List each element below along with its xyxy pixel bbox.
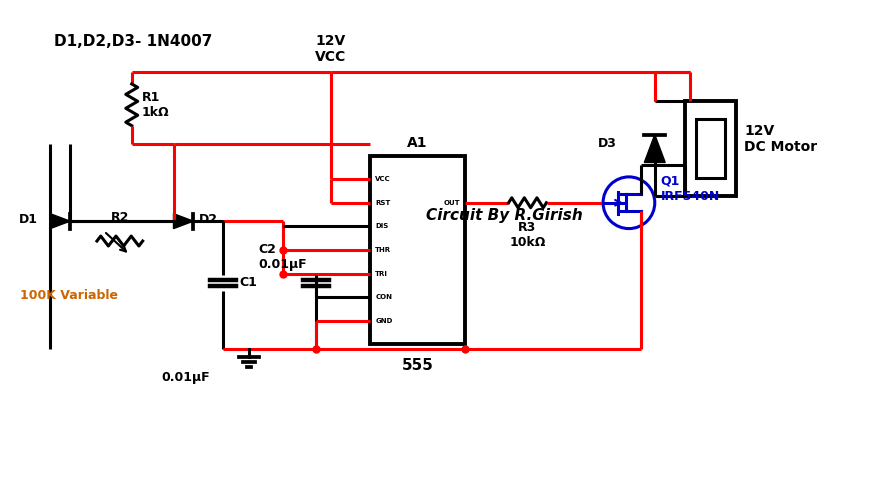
Text: 12V
DC Motor: 12V DC Motor — [745, 124, 817, 154]
Polygon shape — [645, 135, 666, 163]
Text: TRI: TRI — [375, 271, 389, 277]
Polygon shape — [174, 213, 194, 229]
Text: A1: A1 — [408, 136, 428, 149]
Text: GND: GND — [375, 318, 393, 324]
Text: D1: D1 — [19, 212, 39, 226]
Text: VCC: VCC — [375, 176, 391, 182]
Text: THR: THR — [375, 247, 391, 253]
Bar — [685, 102, 737, 196]
Text: C1: C1 — [239, 276, 257, 289]
Text: D3: D3 — [598, 137, 617, 150]
Polygon shape — [50, 213, 70, 229]
Text: 100K Variable: 100K Variable — [20, 289, 118, 302]
Text: DIS: DIS — [375, 223, 389, 229]
Text: C2
0.01μF: C2 0.01μF — [258, 243, 307, 271]
Text: 12V
VCC: 12V VCC — [315, 34, 346, 64]
Text: D2: D2 — [199, 212, 218, 226]
Text: R2: R2 — [111, 211, 129, 224]
Text: R1
1kΩ: R1 1kΩ — [142, 91, 169, 119]
Text: CON: CON — [375, 294, 392, 300]
Text: R3
10kΩ: R3 10kΩ — [510, 221, 545, 248]
Text: OUT: OUT — [443, 200, 460, 206]
Text: 0.01μF: 0.01μF — [161, 371, 210, 384]
Text: RST: RST — [375, 200, 391, 206]
Bar — [370, 155, 465, 345]
Bar — [696, 119, 724, 178]
Text: D1,D2,D3- 1N4007: D1,D2,D3- 1N4007 — [54, 34, 212, 49]
Text: 555: 555 — [402, 358, 433, 373]
Text: Circuit By R.Girish: Circuit By R.Girish — [426, 208, 583, 223]
Text: Q1
IRF540N: Q1 IRF540N — [660, 175, 720, 203]
